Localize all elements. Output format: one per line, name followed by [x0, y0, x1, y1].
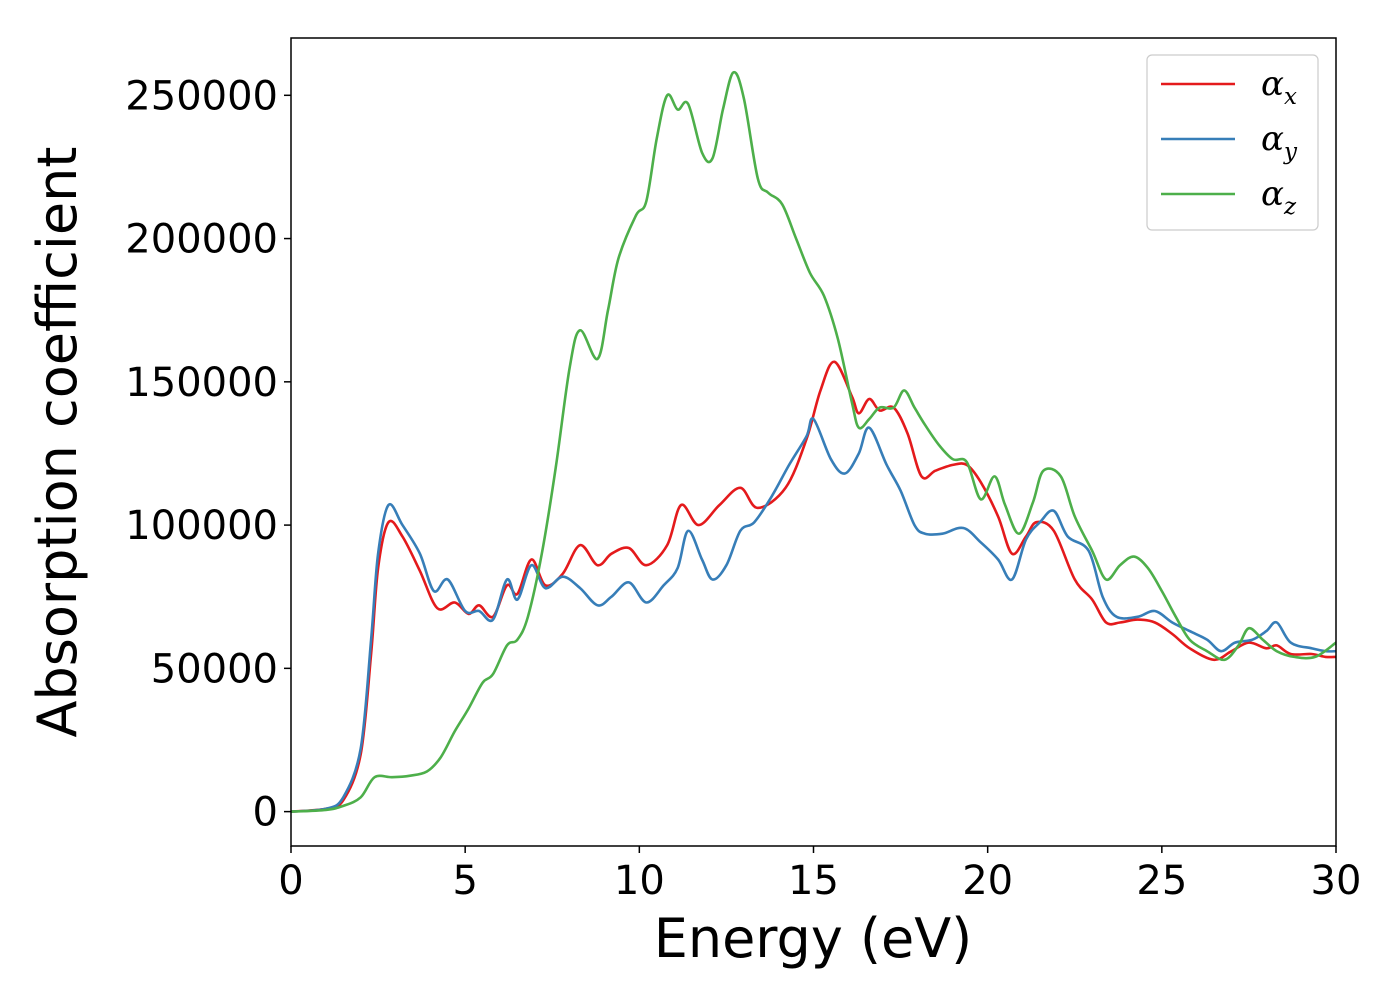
legend-symbol: α	[1261, 64, 1284, 104]
y-tick-label: 100000	[125, 503, 278, 549]
legend-label: αy	[1261, 119, 1298, 165]
legend-subscript: z	[1283, 194, 1297, 220]
legend-subscript: x	[1284, 84, 1297, 110]
y-tick-label: 200000	[125, 217, 278, 263]
legend-subscript: y	[1283, 139, 1298, 165]
legend-label: αz	[1261, 174, 1297, 220]
x-tick-label: 5	[452, 858, 477, 904]
legend-symbol: α	[1261, 174, 1284, 214]
x-tick-label: 30	[1311, 858, 1362, 904]
x-tick-label: 10	[614, 858, 665, 904]
plot-frame	[290, 37, 1337, 847]
y-tick-label: 50000	[151, 646, 278, 692]
legend-label: αx	[1261, 64, 1297, 110]
legend-box	[1146, 54, 1319, 231]
legend-symbol: α	[1261, 119, 1284, 159]
x-axis-label: Energy (eV)	[654, 907, 973, 970]
x-tick-label: 20	[962, 858, 1013, 904]
y-axis-label: Absorption coefficient	[26, 147, 89, 738]
x-tick-label: 25	[1136, 858, 1187, 904]
series-line-y	[291, 417, 1336, 813]
y-tick-label: 250000	[125, 73, 278, 119]
series-line-z	[291, 70, 1336, 813]
y-tick-label: 0	[253, 790, 278, 836]
x-tick-label: 15	[788, 858, 839, 904]
y-tick-label: 150000	[125, 360, 278, 406]
x-tick-label: 0	[278, 858, 303, 904]
